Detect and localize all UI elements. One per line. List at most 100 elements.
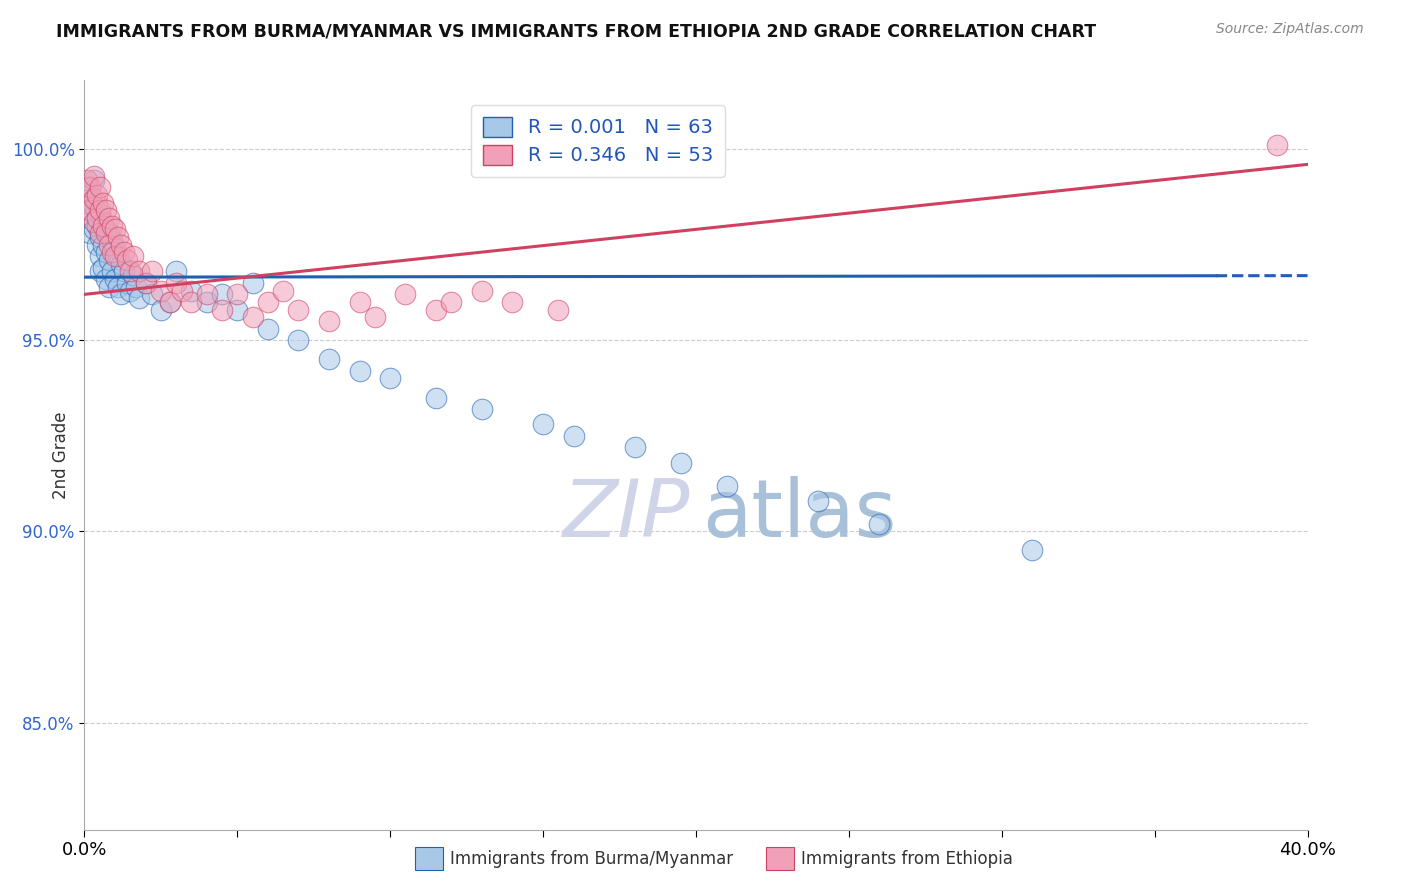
Point (211, 287, 233, 301)
Point (97, 279, 120, 293)
Point (91, 260, 114, 275)
Point (195, 287, 218, 301)
Point (79, 203, 101, 218)
Text: Immigrants from Burma/Myanmar: Immigrants from Burma/Myanmar (450, 850, 733, 868)
Y-axis label: 2nd Grade: 2nd Grade (52, 411, 70, 499)
Point (287, 302, 309, 317)
Point (89, 249, 111, 263)
Point (562, 429, 585, 443)
Point (79, 180, 101, 194)
Point (242, 310, 264, 325)
Point (101, 219, 124, 233)
Point (364, 310, 387, 325)
Point (531, 417, 554, 432)
Point (101, 245, 124, 260)
Point (107, 249, 129, 263)
Point (104, 272, 127, 286)
Point (149, 302, 172, 317)
Point (440, 295, 463, 310)
Point (97, 252, 120, 267)
Point (94, 203, 117, 218)
Point (94, 222, 117, 236)
Point (257, 295, 280, 310)
Point (86, 219, 108, 233)
Point (1021, 543, 1043, 558)
Point (83, 222, 105, 236)
Point (97, 211, 120, 225)
Point (349, 295, 371, 310)
Point (135, 276, 157, 290)
Point (89, 203, 111, 218)
Point (110, 257, 132, 271)
Text: atlas: atlas (702, 475, 897, 554)
Text: Source: ZipAtlas.com: Source: ZipAtlas.com (1216, 22, 1364, 37)
Point (135, 276, 157, 290)
Point (115, 252, 138, 267)
Point (159, 295, 181, 310)
Point (394, 287, 416, 301)
Point (172, 284, 194, 298)
Point (318, 314, 340, 328)
Point (94, 245, 117, 260)
Point (89, 180, 111, 194)
Point (91, 195, 114, 210)
Point (91, 215, 114, 229)
Point (425, 391, 447, 405)
Point (104, 242, 127, 256)
Point (76, 195, 98, 210)
Point (128, 264, 150, 278)
Point (141, 287, 163, 301)
Point (89, 264, 111, 278)
Point (76, 203, 98, 218)
Point (89, 226, 111, 240)
Point (120, 264, 142, 278)
Point (83, 199, 105, 213)
Point (287, 333, 309, 347)
Point (101, 234, 124, 248)
Point (165, 264, 187, 278)
Point (128, 291, 150, 305)
Point (76, 172, 98, 186)
Point (97, 237, 120, 252)
Text: IMMIGRANTS FROM BURMA/MYANMAR VS IMMIGRANTS FROM ETHIOPIA 2ND GRADE CORRELATION : IMMIGRANTS FROM BURMA/MYANMAR VS IMMIGRA… (56, 22, 1097, 40)
Point (83, 192, 105, 206)
Point (107, 279, 129, 293)
Point (271, 284, 294, 298)
Point (104, 222, 127, 236)
Point (195, 295, 218, 310)
Point (149, 284, 172, 298)
Point (716, 478, 738, 492)
Point (425, 302, 447, 317)
Point (120, 284, 142, 298)
Text: ZIP: ZIP (562, 475, 690, 554)
Point (180, 295, 202, 310)
Point (110, 237, 132, 252)
Point (226, 287, 249, 301)
Point (79, 188, 101, 202)
Point (112, 264, 135, 278)
Point (83, 215, 105, 229)
Point (89, 230, 111, 244)
Point (141, 264, 163, 278)
Point (807, 493, 830, 508)
Point (471, 402, 494, 417)
Point (211, 302, 233, 317)
Point (86, 211, 108, 225)
Point (112, 245, 135, 260)
Point (318, 352, 340, 367)
Point (107, 230, 129, 244)
Point (115, 276, 138, 290)
Legend: R = 0.001   N = 63, R = 0.346   N = 53: R = 0.001 N = 63, R = 0.346 N = 53 (471, 105, 724, 178)
Point (83, 169, 105, 183)
Point (242, 276, 264, 290)
Point (79, 211, 101, 225)
Point (86, 195, 108, 210)
Text: Immigrants from Ethiopia: Immigrants from Ethiopia (801, 850, 1014, 868)
Point (97, 226, 120, 240)
Point (76, 180, 98, 194)
Point (165, 276, 187, 290)
Point (122, 249, 145, 263)
Point (180, 284, 202, 298)
Point (94, 226, 117, 240)
Point (380, 371, 402, 385)
